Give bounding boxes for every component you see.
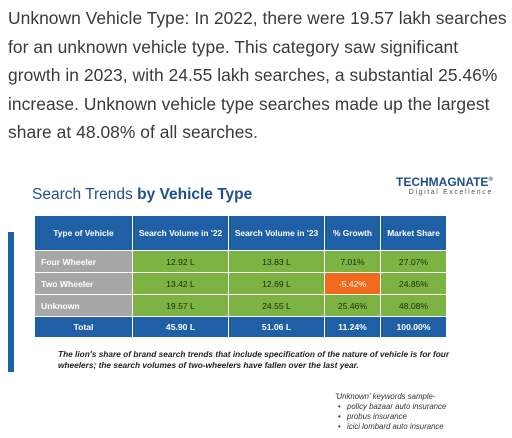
- table-header-row: Type of Vehicle Search Volume in '22 Sea…: [34, 215, 447, 251]
- keywords-list: policy bazaar auto insurance probus insu…: [335, 402, 446, 431]
- keywords-title: 'Unknown' keywords sample-: [335, 392, 436, 401]
- header-volume-22: Search Volume in '22: [132, 215, 229, 251]
- total-growth: 11.24%: [324, 316, 381, 338]
- vehicle-type-table: Type of Vehicle Search Volume in '22 Sea…: [34, 215, 447, 338]
- list-item: policy bazaar auto insurance: [338, 402, 446, 412]
- keywords-sample: 'Unknown' keywords sample- policy bazaar…: [335, 392, 446, 431]
- cell-growth: 25.46%: [324, 294, 381, 317]
- row-label: Four Wheeler: [34, 250, 133, 273]
- cell-v22: 13.42 L: [132, 272, 229, 295]
- table-row: Two Wheeler 13.42 L 12.69 L -5.42% 24.85…: [34, 272, 447, 295]
- body-paragraph: Unknown Vehicle Type: In 2022, there wer…: [8, 8, 507, 143]
- infographic-title: Search Trends by Vehicle Type: [32, 186, 252, 204]
- logo-registered: ®: [488, 177, 493, 183]
- table-row: Four Wheeler 12.92 L 13.83 L 7.01% 27.07…: [34, 250, 447, 273]
- logo-tagline: Digital Excellence: [408, 189, 493, 196]
- logo-text: TECHMAGNATE: [396, 175, 489, 189]
- total-share: 100.00%: [380, 316, 447, 338]
- techmagnate-logo: TECHMAGNATE® Digital Excellence: [396, 175, 493, 196]
- row-label: Unknown: [34, 294, 133, 317]
- cell-growth-negative: -5.42%: [324, 272, 381, 295]
- header-growth: % Growth: [324, 215, 381, 251]
- table-total-row: Total 45.90 L 51.06 L 11.24% 100.00%: [34, 316, 447, 338]
- cell-share: 48.08%: [380, 294, 447, 317]
- cell-v23: 13.83 L: [228, 250, 325, 273]
- cell-v23: 24.55 L: [228, 294, 325, 317]
- header-type: Type of Vehicle: [34, 215, 133, 251]
- table-note: The lion's share of brand search trends …: [58, 349, 450, 370]
- list-item: icici lombard auto insurance: [338, 422, 446, 432]
- title-prefix: Search Trends: [32, 186, 138, 203]
- title-bold: by Vehicle Type: [137, 186, 253, 203]
- cell-v23: 12.69 L: [228, 272, 325, 295]
- total-v22: 45.90 L: [132, 316, 229, 338]
- cell-share: 24.85%: [380, 272, 447, 295]
- accent-bar: [8, 232, 14, 372]
- table-row: Unknown 19.57 L 24.55 L 25.46% 48.08%: [34, 294, 447, 317]
- row-label: Two Wheeler: [34, 272, 133, 295]
- total-label: Total: [34, 316, 133, 338]
- cell-share: 27.07%: [380, 250, 447, 273]
- header-share: Market Share: [380, 215, 447, 251]
- header-volume-23: Search Volume in '23: [228, 215, 325, 251]
- cell-v22: 19.57 L: [132, 294, 229, 317]
- cell-growth: 7.01%: [324, 250, 381, 273]
- total-v23: 51.06 L: [228, 316, 325, 338]
- cell-v22: 12.92 L: [132, 250, 229, 273]
- list-item: probus insurance: [338, 412, 446, 422]
